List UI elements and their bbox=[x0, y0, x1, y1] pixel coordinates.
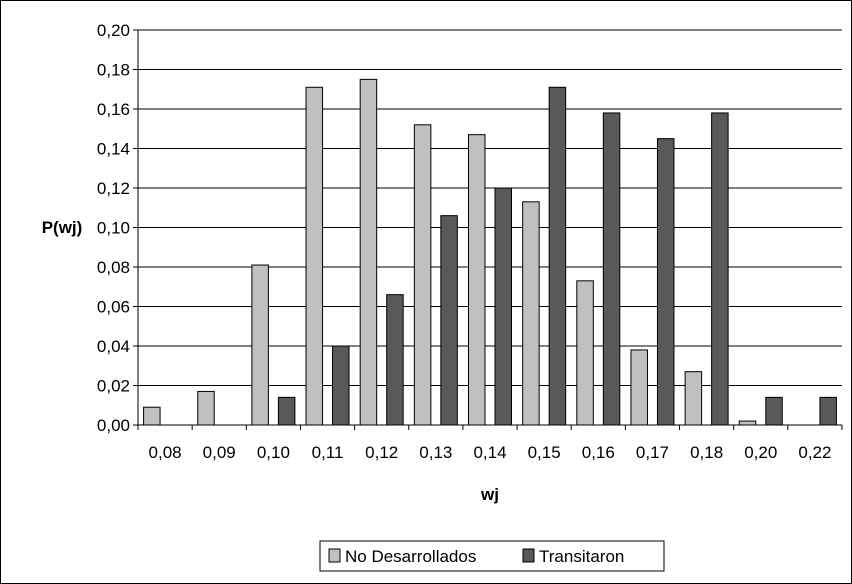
x-axis-title: wj bbox=[480, 485, 499, 504]
x-tick-label: 0,15 bbox=[528, 443, 561, 462]
x-tick-label: 0,22 bbox=[798, 443, 831, 462]
bar-transitaron bbox=[277, 396, 296, 426]
y-tick-label: 0,20 bbox=[97, 21, 130, 40]
x-tick-label: 0,10 bbox=[257, 443, 290, 462]
y-tick-label: 0,04 bbox=[97, 337, 130, 356]
legend: No Desarrollados Transitaron bbox=[319, 540, 665, 572]
bar-no-desarrollados bbox=[576, 280, 594, 426]
bar-no-desarrollados bbox=[359, 78, 378, 426]
legend-swatch bbox=[328, 548, 341, 563]
x-tick-label: 0,16 bbox=[582, 443, 615, 462]
bar-transitaron bbox=[819, 396, 837, 426]
bar-transitaron bbox=[711, 112, 729, 426]
bar-no-desarrollados bbox=[738, 420, 757, 426]
y-tick-label: 0,00 bbox=[97, 416, 130, 435]
x-tick-label: 0,11 bbox=[312, 443, 344, 462]
bar-no-desarrollados bbox=[684, 371, 703, 426]
y-tick-label: 0,18 bbox=[97, 61, 130, 80]
y-tick-label: 0,10 bbox=[97, 219, 130, 238]
bar-transitaron bbox=[332, 345, 350, 426]
bar-no-desarrollados bbox=[305, 86, 324, 426]
y-tick-label: 0,08 bbox=[97, 258, 130, 277]
bar-transitaron bbox=[494, 187, 512, 426]
legend-swatch bbox=[522, 548, 535, 563]
bar-no-desarrollados bbox=[251, 264, 269, 426]
x-tick-label: 0,20 bbox=[744, 443, 777, 462]
x-tick-label: 0,18 bbox=[690, 443, 723, 462]
bars bbox=[143, 78, 837, 426]
y-tick-label: 0,12 bbox=[97, 179, 130, 198]
y-axis-title: P(wj) bbox=[42, 218, 83, 237]
x-tick-label: 0,08 bbox=[149, 443, 182, 462]
axes bbox=[133, 29, 843, 430]
y-tick-label: 0,02 bbox=[97, 377, 130, 396]
bar-transitaron bbox=[765, 396, 783, 426]
x-tick-label: 0,12 bbox=[365, 443, 398, 462]
y-tick-label: 0,06 bbox=[97, 298, 130, 317]
bar-no-desarrollados bbox=[522, 201, 540, 426]
x-tick-label: 0,13 bbox=[419, 443, 452, 462]
bar-no-desarrollados bbox=[630, 349, 648, 426]
x-tick-label: 0,14 bbox=[473, 443, 506, 462]
x-tick-label: 0,17 bbox=[636, 443, 669, 462]
bar-no-desarrollados bbox=[197, 390, 215, 426]
bar-no-desarrollados bbox=[413, 124, 432, 426]
gridlines bbox=[138, 29, 842, 386]
bar-transitaron bbox=[386, 294, 404, 426]
bar-transitaron bbox=[548, 86, 567, 426]
legend-label: No Desarrollados bbox=[345, 547, 476, 566]
y-tick-label: 0,14 bbox=[97, 140, 130, 159]
y-tick-label: 0,16 bbox=[97, 100, 130, 119]
x-tick-labels: 0,08 0,09 0,10 0,11 0,12 0,13 0,14 0,15 0,16 0,17… bbox=[149, 443, 832, 462]
bar-no-desarrollados bbox=[143, 406, 161, 426]
legend-box bbox=[319, 540, 665, 572]
legend-label: Transitaron bbox=[539, 547, 624, 566]
bar-transitaron bbox=[602, 112, 621, 426]
bar-transitaron bbox=[656, 138, 675, 426]
bar-no-desarrollados bbox=[468, 134, 486, 426]
bar-transitaron bbox=[440, 215, 458, 426]
x-tick-label: 0,09 bbox=[203, 443, 236, 462]
y-tick-labels: 0,00 0,02 0,04 0,06 0,08 0,10 0,12 0,14 0,16 0,18… bbox=[97, 21, 130, 435]
